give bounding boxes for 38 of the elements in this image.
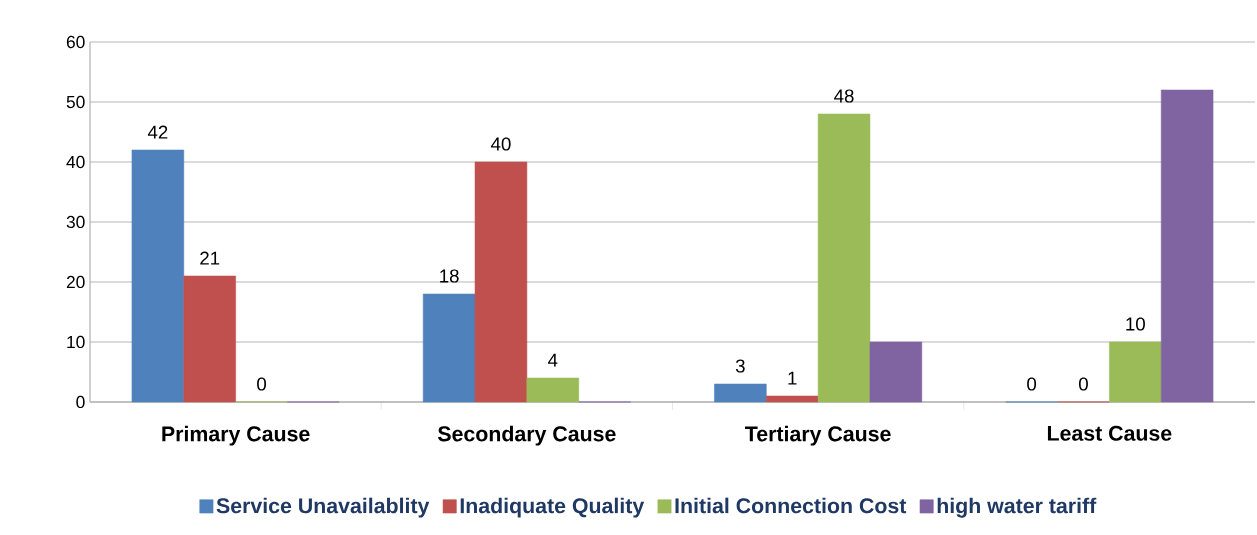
data-label: 0 (1027, 377, 1037, 391)
legend-label: Service Unavailablity (216, 497, 430, 518)
x-tick-label: Least Cause (1047, 425, 1172, 441)
data-label: 1 (788, 371, 797, 385)
x-tick-label: Tertiary Cause (745, 425, 891, 446)
bar (131, 149, 185, 403)
bar (817, 113, 871, 403)
bar (714, 383, 767, 403)
bar (526, 377, 579, 403)
bar (869, 341, 923, 403)
data-label: 0 (257, 377, 267, 391)
bar (1109, 341, 1162, 403)
y-tick-label: 60 (66, 35, 85, 49)
data-label: 40 (491, 137, 511, 151)
bar (1160, 89, 1214, 403)
data-label: 18 (440, 269, 459, 283)
data-label: 42 (147, 125, 168, 139)
bar (422, 293, 476, 403)
data-label: 3 (735, 359, 745, 373)
data-label: 4 (548, 353, 558, 367)
y-tick-label: 0 (76, 395, 85, 409)
data-label: 0 (1078, 377, 1088, 391)
legend-label: Initial Connection Cost (675, 497, 907, 514)
y-tick-label: 40 (66, 155, 85, 169)
bar (183, 275, 236, 403)
data-label: 21 (200, 251, 220, 265)
data-label: 10 (1126, 317, 1145, 331)
legend-label: Inadiquate Quality (460, 497, 645, 518)
data-label: 48 (834, 89, 854, 103)
legend-label: high water tariff (937, 497, 1097, 518)
y-tick-label: 10 (67, 335, 85, 349)
y-tick-label: 20 (66, 275, 85, 289)
bar (766, 395, 819, 403)
bar (474, 161, 528, 403)
y-tick-label: 30 (66, 215, 85, 229)
y-tick-label: 50 (66, 95, 85, 109)
x-tick-label: Secondary Cause (437, 425, 616, 446)
x-tick-label: Primary Cause (162, 425, 310, 446)
